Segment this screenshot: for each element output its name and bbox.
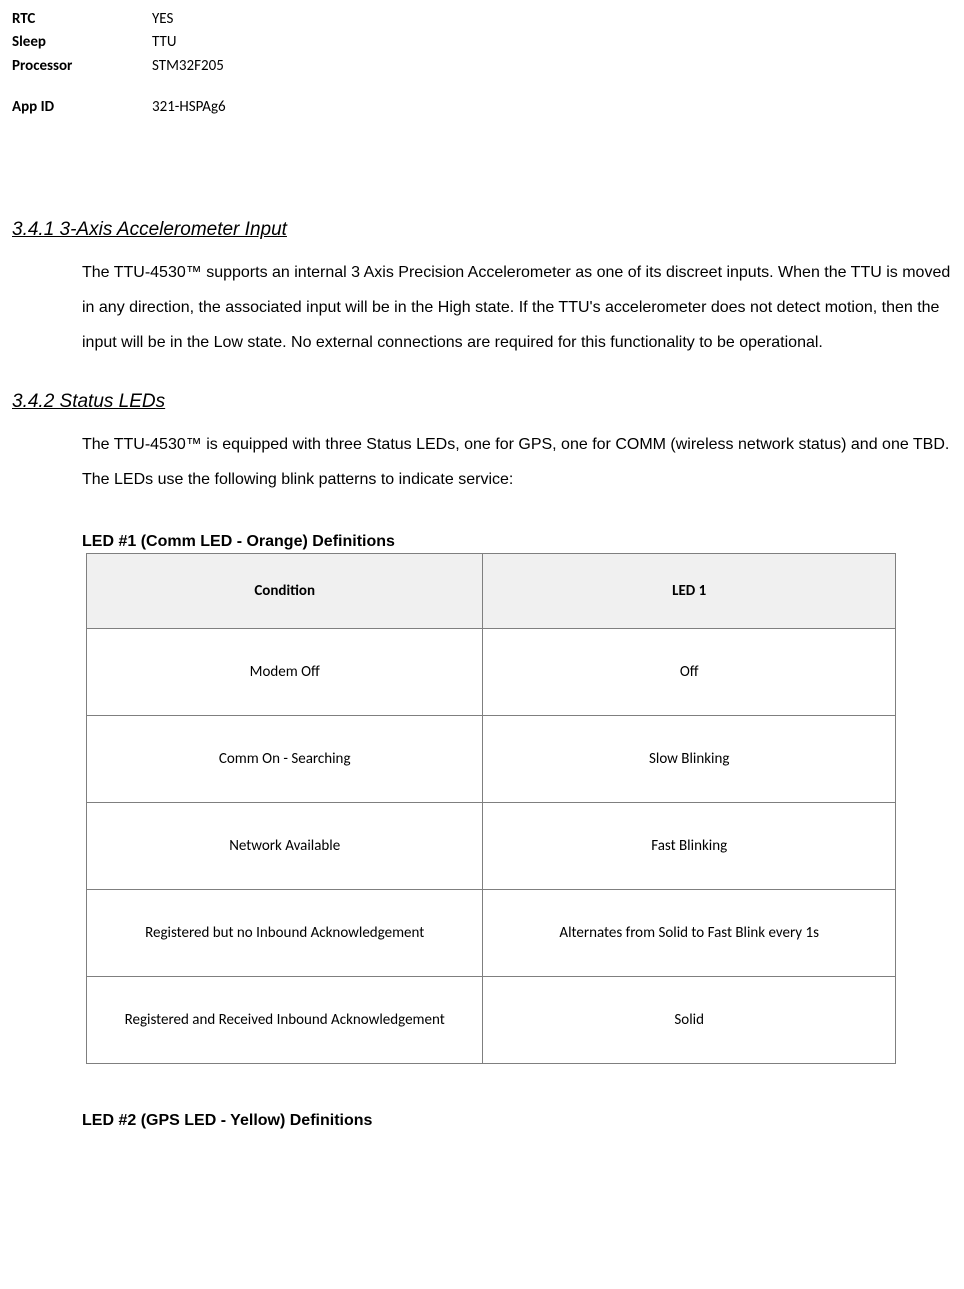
td-condition: Comm On - Searching: [87, 715, 483, 802]
td-led: Off: [483, 628, 896, 715]
spec-row-rtc: RTC YES: [12, 8, 952, 31]
spec-row-processor: Processor STM32F205: [12, 55, 952, 78]
spec-value: 321-HSPAg6: [152, 96, 952, 119]
spec-value: STM32F205: [152, 55, 952, 78]
spec-list: RTC YES Sleep TTU Processor STM32F205 Ap…: [12, 8, 952, 119]
td-condition: Registered and Received Inbound Acknowle…: [87, 976, 483, 1063]
spec-row-appid: App ID 321-HSPAg6: [12, 96, 952, 119]
spec-label: Processor: [12, 55, 152, 78]
table-header-row: Condition LED 1: [87, 553, 896, 628]
section-body-accelerometer: The TTU-4530™ supports an internal 3 Axi…: [82, 255, 952, 361]
table-row: Comm On - Searching Slow Blinking: [87, 715, 896, 802]
td-led: Fast Blinking: [483, 802, 896, 889]
table-row: Registered but no Inbound Acknowledgemen…: [87, 889, 896, 976]
spec-label: App ID: [12, 96, 152, 119]
td-led: Alternates from Solid to Fast Blink ever…: [483, 889, 896, 976]
led1-table: Condition LED 1 Modem Off Off Comm On - …: [86, 553, 896, 1064]
td-condition: Modem Off: [87, 628, 483, 715]
spec-row-sleep: Sleep TTU: [12, 31, 952, 54]
spec-value: YES: [152, 8, 952, 31]
table-row: Modem Off Off: [87, 628, 896, 715]
section-body-status-leds: The TTU-4530™ is equipped with three Sta…: [82, 427, 952, 497]
table-row: Network Available Fast Blinking: [87, 802, 896, 889]
th-condition: Condition: [87, 553, 483, 628]
th-led: LED 1: [483, 553, 896, 628]
spec-label: RTC: [12, 8, 152, 31]
td-condition: Network Available: [87, 802, 483, 889]
spec-value: TTU: [152, 31, 952, 54]
td-led: Solid: [483, 976, 896, 1063]
td-led: Slow Blinking: [483, 715, 896, 802]
table-title-led1: LED #1 (Comm LED - Orange) Definitions: [82, 533, 952, 551]
table-row: Registered and Received Inbound Acknowle…: [87, 976, 896, 1063]
spec-label: Sleep: [12, 31, 152, 54]
section-heading-status-leds: 3.4.2 Status LEDs: [12, 391, 952, 413]
table-title-led2: LED #2 (GPS LED - Yellow) Definitions: [82, 1112, 952, 1130]
section-heading-accelerometer: 3.4.1 3-Axis Accelerometer Input: [12, 219, 952, 241]
td-condition: Registered but no Inbound Acknowledgemen…: [87, 889, 483, 976]
